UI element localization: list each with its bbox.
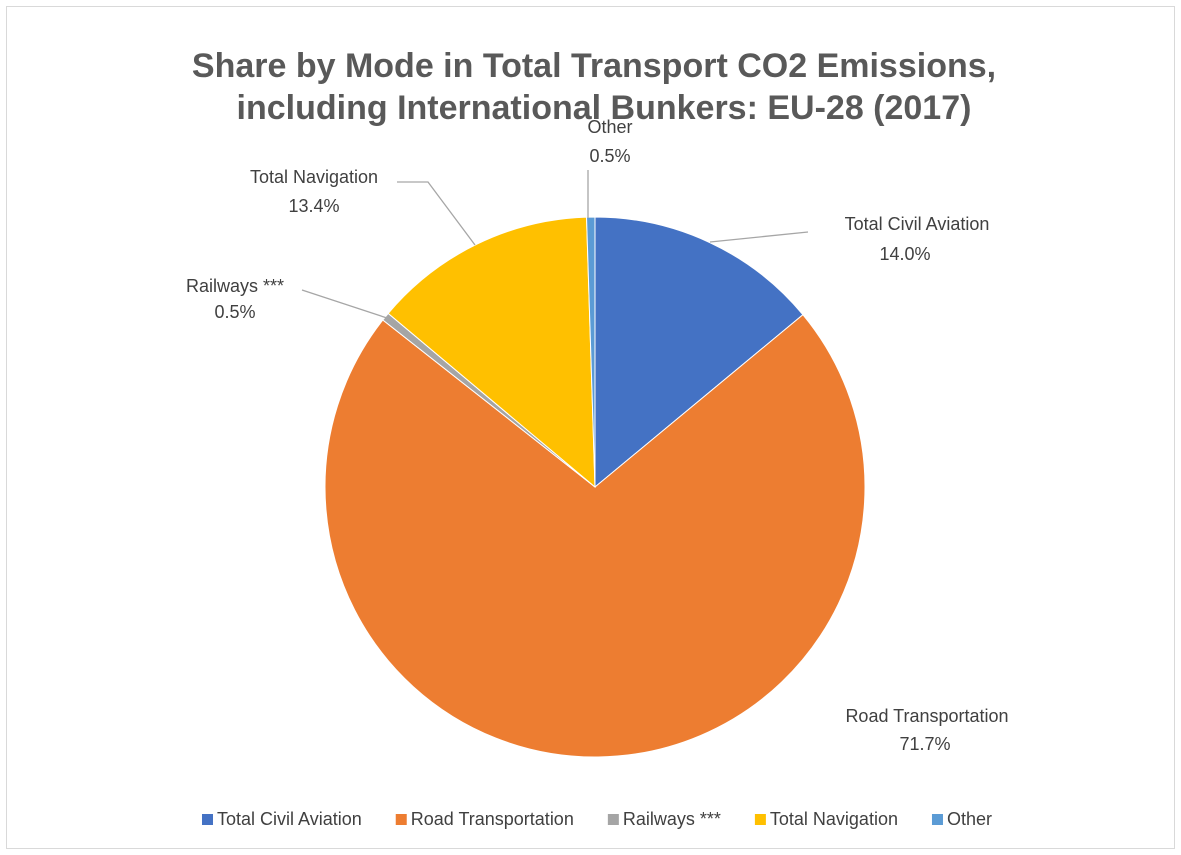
data-label-name: Road Transportation bbox=[845, 706, 1008, 726]
pie-slice bbox=[594, 216, 804, 489]
data-label-value: 71.7% bbox=[899, 734, 950, 754]
legend-label: Total Civil Aviation bbox=[217, 809, 362, 829]
data-label-name: Total Civil Aviation bbox=[845, 214, 990, 234]
data-label-name: Total Navigation bbox=[250, 167, 378, 187]
data-label-value: 14.0% bbox=[879, 244, 930, 264]
data-label-value: 0.5% bbox=[589, 146, 630, 166]
legend-swatch bbox=[754, 814, 766, 825]
legend-swatch bbox=[607, 814, 619, 825]
data-label-value: 13.4% bbox=[288, 196, 339, 216]
data-label-name: Railways *** bbox=[186, 276, 284, 296]
legend-swatch bbox=[931, 814, 943, 825]
leader-line bbox=[301, 289, 388, 319]
pie-slice bbox=[387, 216, 596, 489]
leader-line bbox=[397, 181, 476, 246]
leader-line bbox=[709, 231, 809, 243]
legend-swatch bbox=[395, 814, 407, 825]
pie-slice bbox=[324, 314, 866, 758]
legend-label: Road Transportation bbox=[411, 809, 574, 829]
chart-title: including International Bunkers: EU-28 (… bbox=[237, 89, 972, 127]
pie-slice bbox=[586, 216, 596, 488]
legend-label: Railways *** bbox=[623, 809, 721, 829]
legend-swatch bbox=[201, 814, 213, 825]
chart-title: Share by Mode in Total Transport CO2 Emi… bbox=[192, 47, 996, 85]
legend-label: Total Navigation bbox=[770, 809, 898, 829]
data-label-name: Other bbox=[587, 117, 632, 137]
data-label-value: 0.5% bbox=[214, 302, 255, 322]
legend-label: Other bbox=[947, 809, 992, 829]
